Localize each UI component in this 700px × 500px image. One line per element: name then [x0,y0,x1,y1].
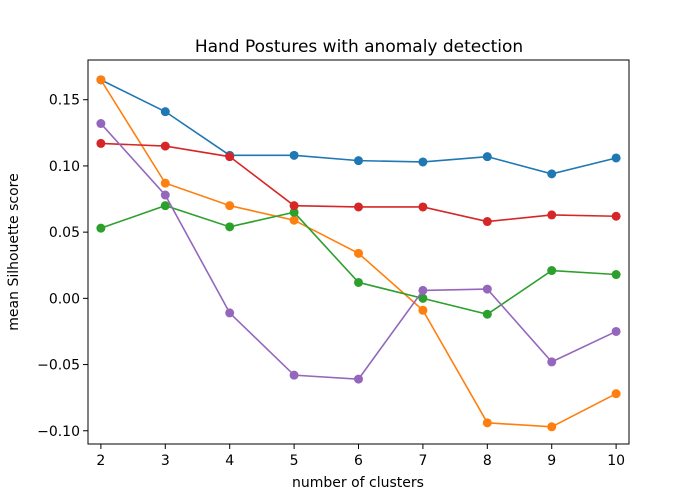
data-point [354,202,363,212]
data-point [354,277,363,287]
data-point [96,75,106,85]
y-axis-label: mean Silhouette score [6,173,22,330]
data-point [547,210,557,220]
x-tick-label: 6 [354,453,363,469]
x-tick-label: 10 [607,453,625,469]
x-axis: 2 3 4 5 6 7 8 9 10 [96,444,625,469]
series-line [100,204,617,316]
data-point [160,190,170,200]
data-point [611,270,621,280]
x-tick-label: 2 [96,453,105,469]
data-point [611,326,621,336]
data-point [547,169,557,179]
y-axis: −0.10 −0.05 0.00 0.05 0.10 0.15 [37,93,88,440]
plot-area [96,75,621,432]
data-point [418,305,428,315]
data-point [354,374,363,384]
data-point [418,293,428,303]
data-point [354,156,363,166]
data-point [96,138,106,148]
series-5 [96,119,621,384]
x-tick-label: 9 [547,453,556,469]
data-point [225,308,235,318]
data-point [160,178,170,188]
x-tick-label: 7 [418,453,427,469]
data-point [289,215,299,225]
data-point [418,157,428,167]
data-point [289,201,299,211]
data-point [482,418,492,428]
series-2 [96,75,621,432]
x-tick-label: 5 [290,453,299,469]
y-tick-label: 0.05 [49,225,80,241]
data-point [96,119,106,129]
chart-title: Hand Postures with anomaly detection [195,37,523,57]
data-point [289,207,299,217]
data-point [418,202,428,212]
series-1 [96,75,621,179]
data-point [160,141,170,151]
data-point [482,152,492,162]
data-point [354,248,363,258]
data-point [225,222,235,232]
y-tick-label: 0.00 [49,291,80,307]
data-point [611,211,621,221]
data-point [611,389,621,399]
x-tick-label: 3 [161,453,170,469]
data-point [547,422,557,432]
y-tick-label: 0.15 [49,93,80,109]
data-point [225,201,235,211]
data-point [160,201,170,211]
x-tick-label: 8 [483,453,492,469]
data-point [482,217,492,227]
y-tick-label: −0.05 [37,358,80,374]
data-point [289,150,299,160]
series-4 [96,138,621,227]
x-tick-label: 4 [225,453,234,469]
data-point [289,370,299,380]
data-point [547,266,557,276]
data-point [160,107,170,117]
data-point [547,357,557,367]
series-3 [96,201,621,319]
data-point [225,152,235,162]
y-tick-label: 0.10 [49,159,80,175]
data-point [418,285,428,295]
y-tick-label: −0.10 [37,424,80,440]
x-axis-label: number of clusters [292,475,424,491]
data-point [482,284,492,294]
data-point [96,223,106,233]
data-point [611,153,621,163]
data-point [482,309,492,319]
